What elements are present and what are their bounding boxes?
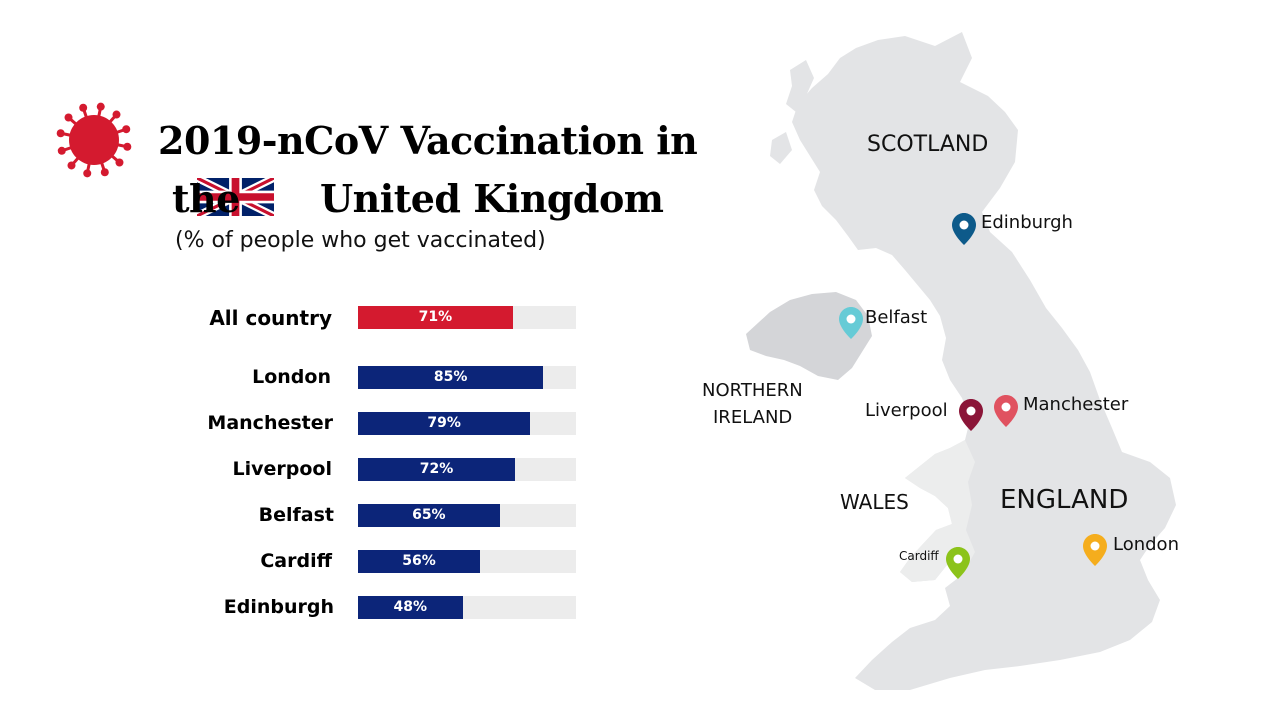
- bar-value-label: 71%: [418, 309, 453, 325]
- region-label-england: ENGLAND: [1000, 485, 1129, 515]
- region-label-wales: WALES: [840, 490, 909, 514]
- bar-category-label: Liverpool: [232, 458, 332, 480]
- virus-icon: [56, 102, 132, 178]
- bar-track: 48%: [358, 596, 576, 619]
- location-pin-icon: [952, 213, 976, 245]
- location-pin-icon: [946, 547, 970, 579]
- uk-flag-icon: [197, 178, 274, 216]
- city-label-cardiff: Cardiff: [899, 549, 939, 563]
- page-title-line1: 2019-nCoV Vaccination in: [158, 118, 698, 163]
- bar-value-label: 56%: [402, 553, 436, 569]
- bar-track: 85%: [358, 366, 576, 389]
- bar-track: 71%: [358, 306, 576, 329]
- city-label-edinburgh: Edinburgh: [981, 212, 1073, 233]
- city-label-liverpool: Liverpool: [865, 400, 948, 421]
- bar: 72%: [358, 458, 515, 481]
- city-label-belfast: Belfast: [865, 307, 928, 328]
- uk-map: [746, 32, 1176, 690]
- region-label-northern-ireland-1: NORTHERN: [702, 380, 803, 401]
- bar: 65%: [358, 504, 500, 527]
- bar: 85%: [358, 366, 544, 389]
- location-pin-icon: [1083, 534, 1107, 566]
- bar: 71%: [358, 306, 513, 329]
- page-subtitle: (% of people who get vaccinated): [175, 228, 546, 253]
- bar-category-label: London: [252, 366, 331, 388]
- page-title-line2: United Kingdom: [320, 176, 664, 221]
- bar-track: 72%: [358, 458, 576, 481]
- bar-category-label: Manchester: [207, 412, 333, 434]
- bar-track: 79%: [358, 412, 576, 435]
- city-label-london: London: [1113, 534, 1179, 555]
- region-label-northern-ireland-2: IRELAND: [713, 407, 793, 428]
- bar-value-label: 48%: [393, 599, 428, 615]
- bar-track: 56%: [358, 550, 576, 573]
- bar: 48%: [358, 596, 463, 619]
- bar-category-label: All country: [209, 306, 332, 330]
- location-pin-icon: [994, 395, 1018, 427]
- bar-category-label: Edinburgh: [223, 596, 334, 618]
- city-label-manchester: Manchester: [1023, 394, 1129, 415]
- bar-category-label: Belfast: [258, 504, 334, 526]
- location-pin-icon: [839, 307, 863, 339]
- hebrides-south: [770, 132, 792, 164]
- bar-track: 65%: [358, 504, 576, 527]
- hebrides: [786, 60, 814, 112]
- great-britain-landmass: [792, 32, 1176, 690]
- location-pin-icon: [959, 399, 983, 431]
- bar: 79%: [358, 412, 531, 435]
- page-title-line2-prefix: the: [172, 176, 240, 221]
- bar-value-label: 65%: [412, 507, 446, 523]
- bar-value-label: 85%: [433, 369, 468, 385]
- bar-value-label: 79%: [427, 415, 461, 431]
- wales-landmass: [900, 440, 975, 582]
- bar-category-label: Cardiff: [260, 550, 332, 572]
- bar: 56%: [358, 550, 481, 573]
- region-label-scotland: SCOTLAND: [867, 132, 989, 157]
- bar-value-label: 72%: [419, 461, 454, 477]
